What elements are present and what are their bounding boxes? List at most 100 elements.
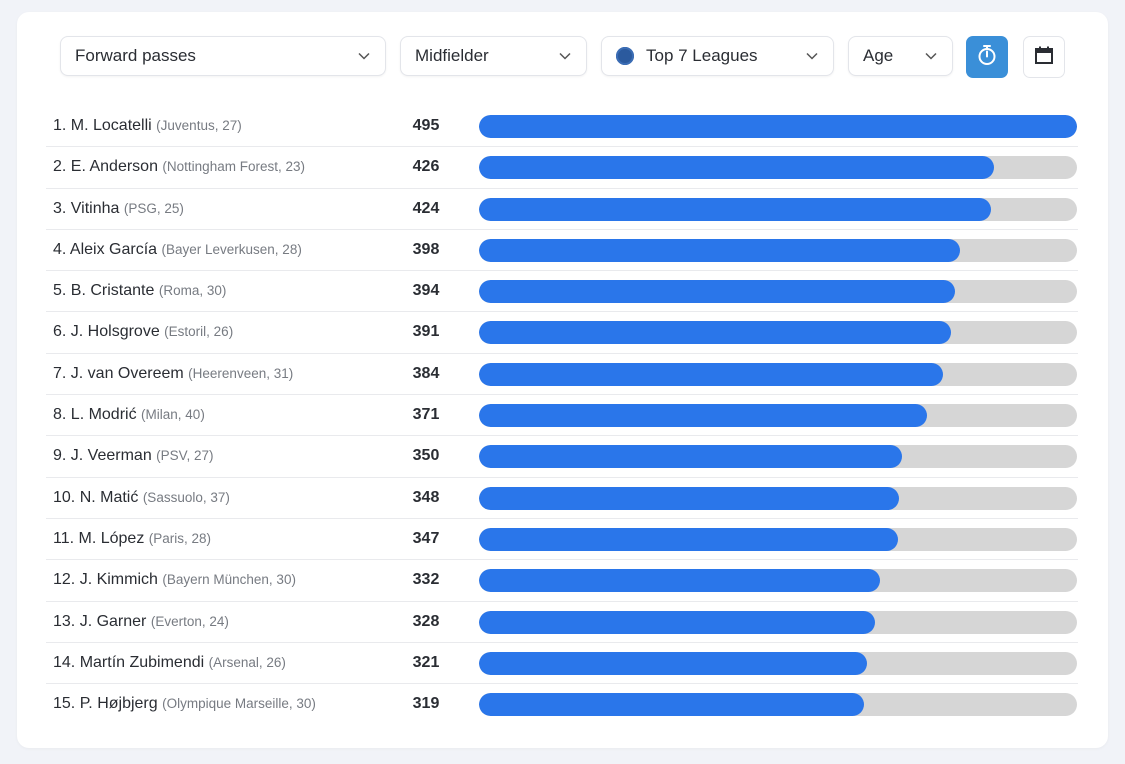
leaderboard-card: Forward passes Midfielder Top 7 Leagues … [17, 12, 1108, 748]
player-club-age: (PSG, 25) [123, 200, 184, 216]
bar-fill [479, 445, 902, 469]
bar-fill [479, 321, 952, 345]
player-name: 15. P. Højbjerg [53, 695, 158, 713]
value-label: 350 [412, 447, 440, 465]
ranking-row[interactable]: 9. J. Veerman (PSV, 27) 350 [46, 436, 1078, 478]
chevron-down-icon [805, 49, 819, 63]
ranking-row[interactable]: 14. Martín Zubimendi (Arsenal, 26) 321 [46, 643, 1078, 685]
metric-dropdown-label: Forward passes [75, 46, 196, 65]
player-name: 7. J. van Overeem [53, 364, 184, 382]
player-name: 8. L. Modrić [53, 406, 137, 424]
value-label: 398 [412, 240, 440, 258]
ranking-row[interactable]: 11. M. López (Paris, 28) 347 [46, 519, 1078, 561]
bar-track [479, 321, 1077, 345]
player-name: 12. J. Kimmich [53, 571, 158, 589]
ranking-row[interactable]: 15. P. Højbjerg (Olympique Marseille, 30… [46, 684, 1078, 725]
bar-track [479, 280, 1077, 304]
bar-fill [479, 115, 1077, 138]
player-name: 4. Aleix García [53, 240, 158, 258]
ranking-row[interactable]: 6. J. Holsgrove (Estoril, 26) 391 [46, 312, 1078, 354]
bar-track [479, 486, 1077, 510]
bar-fill [479, 197, 992, 221]
player-club-age: (Estoril, 26) [164, 324, 234, 340]
ranking-list: 1. M. Locatelli (Juventus, 27) 495 2. E. A… [46, 106, 1078, 725]
bar-fill [479, 527, 899, 551]
value-label: 426 [412, 158, 440, 176]
bar-track [479, 610, 1077, 634]
player-club-age: (Milan, 40) [141, 407, 205, 423]
ranking-row[interactable]: 2. E. Anderson (Nottingham Forest, 23) 42… [46, 147, 1078, 189]
player-name: 5. B. Cristante [53, 282, 155, 300]
bar-track [479, 115, 1077, 138]
player-label: 6. J. Holsgrove (Estoril, 26) [53, 312, 233, 352]
ranking-row[interactable]: 3. Vitinha (PSG, 25) 424 [46, 189, 1078, 230]
ranking-row[interactable]: 1. M. Locatelli (Juventus, 27) 495 [46, 106, 1078, 148]
bar-track [479, 362, 1077, 386]
player-label: 14. Martín Zubimendi (Arsenal, 26) [53, 643, 286, 683]
player-name: 9. J. Veerman [53, 447, 152, 465]
metric-dropdown[interactable]: Forward passes [60, 36, 386, 76]
player-label: 1. M. Locatelli (Juventus, 27) [53, 106, 242, 146]
player-club-age: (Olympique Marseille, 30) [162, 696, 316, 712]
player-club-age: (Nottingham Forest, 23) [162, 159, 305, 175]
player-label: 12. J. Kimmich (Bayern München, 30) [53, 560, 296, 600]
position-dropdown-label: Midfielder [415, 46, 489, 65]
ranking-row[interactable]: 8. L. Modrić (Milan, 40) 371 [46, 395, 1078, 437]
bar-fill [479, 569, 881, 593]
calendar-icon [1034, 45, 1054, 70]
chevron-down-icon [357, 49, 371, 63]
bar-fill [479, 651, 867, 675]
ranking-row[interactable]: 4. Aleix García (Bayer Leverkusen, 28) 39… [46, 230, 1078, 272]
competition-dropdown[interactable]: Top 7 Leagues [601, 36, 834, 76]
value-label: 424 [412, 199, 440, 217]
player-label: 2. E. Anderson (Nottingham Forest, 23) [53, 147, 305, 187]
ranking-row[interactable]: 12. J. Kimmich (Bayern München, 30) 332 [46, 560, 1078, 602]
player-label: 7. J. van Overeem (Heerenveen, 31) [53, 354, 293, 394]
bar-fill [479, 238, 960, 262]
bar-fill [479, 486, 900, 510]
ranking-row[interactable]: 10. N. Matić (Sassuolo, 37) 348 [46, 478, 1078, 519]
player-name: 3. Vitinha [53, 199, 120, 217]
value-label: 384 [412, 364, 440, 382]
sort-dropdown-label: Age [863, 46, 894, 65]
calendar-button[interactable] [1023, 36, 1065, 78]
ranking-row[interactable]: 5. B. Cristante (Roma, 30) 394 [46, 271, 1078, 313]
bar-fill [479, 280, 955, 304]
bar-fill [479, 404, 928, 428]
competition-dropdown-label: Top 7 Leagues [646, 46, 758, 65]
player-name: 10. N. Matić [53, 488, 139, 506]
bar-track [479, 569, 1077, 593]
player-label: 3. Vitinha (PSG, 25) [53, 189, 184, 229]
bar-fill [479, 610, 876, 634]
bar-track [479, 197, 1077, 221]
bar-fill [479, 156, 994, 180]
player-club-age: (Everton, 24) [150, 613, 229, 629]
bar-track [479, 693, 1077, 717]
sort-dropdown[interactable]: Age [848, 36, 953, 76]
stopwatch-icon [977, 44, 997, 71]
value-label: 371 [412, 406, 440, 424]
value-label: 391 [412, 323, 440, 341]
position-dropdown[interactable]: Midfielder [400, 36, 587, 76]
player-label: 10. N. Matić (Sassuolo, 37) [53, 478, 230, 518]
bar-fill [479, 693, 865, 717]
value-label: 394 [412, 282, 440, 300]
ranking-row[interactable]: 7. J. van Overeem (Heerenveen, 31) 384 [46, 354, 1078, 396]
player-label: 8. L. Modrić (Milan, 40) [53, 395, 205, 435]
chevron-down-icon [924, 49, 938, 63]
chevron-down-icon [558, 49, 572, 63]
player-label: 11. M. López (Paris, 28) [53, 519, 211, 559]
player-club-age: (Bayer Leverkusen, 28) [161, 241, 302, 257]
player-club-age: (Roma, 30) [158, 283, 227, 299]
player-club-age: (Heerenveen, 31) [188, 365, 294, 381]
globe-icon [616, 47, 634, 65]
player-label: 13. J. Garner (Everton, 24) [53, 602, 229, 642]
bar-fill [479, 362, 943, 386]
player-club-age: (Paris, 28) [148, 530, 212, 546]
ranking-row[interactable]: 13. J. Garner (Everton, 24) 328 [46, 602, 1078, 643]
bar-track [479, 404, 1077, 428]
bar-track [479, 156, 1077, 180]
stopwatch-button[interactable] [966, 36, 1008, 78]
player-name: 1. M. Locatelli [53, 117, 152, 134]
bar-track [479, 527, 1077, 551]
